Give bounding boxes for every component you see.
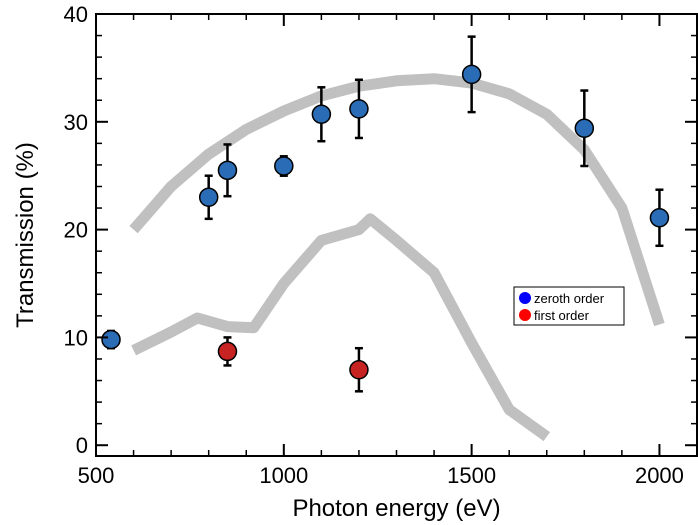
data-point-zeroth-order [649,208,670,228]
error-bars-layer [107,35,664,393]
y-tick-label: 10 [64,325,88,350]
legend: zeroth order first order [513,286,625,326]
data-point-zeroth-order [311,104,332,125]
data-point-zeroth-order [198,187,219,208]
model-curve-2 [131,213,551,442]
x-axis-title: Photon energy (eV) [292,495,500,522]
data-point-zeroth-order [101,329,121,350]
y-tick-label: 30 [64,110,88,135]
data-point-zeroth-order [574,118,595,139]
legend-marker-first-order [519,309,531,321]
legend-label-first-order: first order [534,308,590,323]
y-tick-label: 20 [64,218,88,243]
y-tick-label: 0 [76,433,88,458]
data-point-zeroth-order [217,160,238,181]
x-tick-label: 2000 [635,463,684,488]
data-points-layer [101,64,670,380]
x-axis-ticks: 500 1000 1500 2000 [78,14,698,488]
legend-box [513,286,625,326]
legend-marker-zeroth-order [519,292,531,304]
y-axis-title: Transmission (%) [12,142,39,328]
model-curve-1 [129,73,665,327]
data-point-zeroth-order [461,64,482,85]
y-tick-label: 40 [64,2,88,27]
data-point-zeroth-order [274,156,294,176]
x-tick-label: 500 [78,463,115,488]
y-axis-ticks: 0 10 20 30 40 [64,2,697,458]
data-point-zeroth-order [349,99,369,119]
x-tick-label: 1500 [447,463,496,488]
data-point-first-order [217,341,238,362]
data-point-first-order [349,360,369,380]
x-tick-label: 1000 [259,463,308,488]
legend-label-zeroth-order: zeroth order [534,291,605,306]
model-curves-layer [129,73,665,442]
